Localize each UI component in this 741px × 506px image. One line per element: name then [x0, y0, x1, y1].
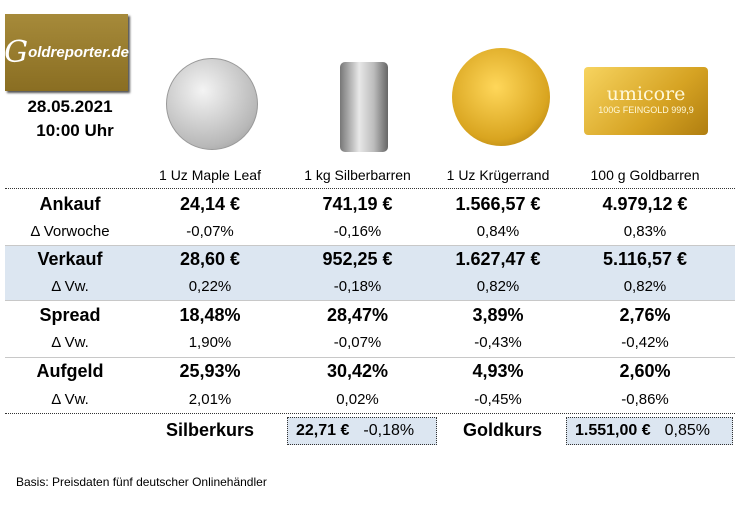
cell-value: 952,25 €: [322, 249, 393, 269]
cell-value: 0,22%: [188, 278, 232, 295]
gold-bar-text: 100G FEINGOLD 999,9: [598, 105, 694, 115]
product-header: 1 kg Silberbarren: [304, 167, 411, 183]
table-row: Δ Vw. 2,01% 0,02% -0,45% -0,86%: [0, 386, 741, 414]
cell-value: 28,60 €: [179, 249, 241, 269]
silver-price-label: Silberkurs: [165, 420, 255, 440]
gold-price: 1.551,00 €: [575, 422, 651, 439]
gold-bar-brand: umicore: [606, 83, 686, 105]
silver-bar-image: [340, 62, 388, 152]
cell-value: 24,14 €: [179, 194, 241, 214]
cell-value: -0,45%: [474, 391, 522, 408]
product-header: 1 Uz Maple Leaf: [159, 167, 261, 183]
cell-value: -0,42%: [621, 334, 669, 351]
cell-value: 2,60%: [619, 361, 671, 381]
cell-value: 3,89%: [472, 305, 524, 325]
row-label: Δ Vorwoche: [30, 223, 110, 240]
cell-value: 5.116,57 €: [602, 249, 688, 269]
divider: [5, 188, 735, 189]
cell-value: -0,07%: [186, 223, 234, 240]
cell-value: 1.627,47 €: [455, 249, 541, 269]
cell-value: -0,18%: [333, 278, 382, 295]
table-row: Δ Vw. 1,90% -0,07% -0,43% -0,42%: [0, 329, 741, 357]
row-label: Δ Vw.: [51, 278, 89, 295]
footnote: Basis: Preisdaten fünf deutscher Onlineh…: [16, 475, 267, 489]
cell-value: 2,01%: [188, 391, 232, 408]
product-header: 1 Uz Krügerrand: [446, 167, 550, 183]
gold-price-label: Goldkurs: [462, 420, 542, 440]
cell-value: -0,16%: [333, 223, 382, 240]
cell-value: 2,76%: [619, 305, 671, 325]
kruegerrand-coin-image: [452, 48, 550, 146]
product-header: 100 g Goldbarren: [590, 167, 700, 183]
cell-value: 0,02%: [336, 391, 379, 408]
cell-value: 0,83%: [623, 223, 667, 240]
maple-leaf-coin-image: [166, 58, 258, 150]
cell-value: 0,82%: [476, 278, 520, 295]
gold-bar-image: umicore 100G FEINGOLD 999,9: [584, 67, 708, 135]
silver-price-box: 22,71 € -0,18%: [287, 417, 437, 445]
silver-price: 22,71 €: [296, 422, 350, 439]
table-row: Δ Vw. 0,22% -0,18% 0,82% 0,82%: [0, 273, 741, 301]
table-row: Aufgeld 25,93% 30,42% 4,93% 2,60%: [0, 358, 741, 386]
divider: [5, 300, 735, 301]
cell-value: -0,86%: [621, 391, 669, 408]
cell-value: 1,90%: [188, 334, 232, 351]
cell-value: -0,43%: [474, 334, 522, 351]
table-row: Verkauf 28,60 € 952,25 € 1.627,47 € 5.116,57…: [0, 246, 741, 274]
gold-change: 0,85%: [664, 422, 710, 439]
table-row: Spread 18,48% 28,47% 3,89% 2,76%: [0, 302, 741, 330]
row-label: Δ Vw.: [51, 391, 89, 408]
verkauf-highlight: [5, 246, 735, 300]
cell-value: 18,48%: [179, 305, 241, 325]
cell-value: 4.979,12 €: [602, 194, 688, 214]
divider: [5, 245, 735, 246]
cell-value: 25,93%: [179, 361, 241, 381]
date: 28.05.2021: [27, 97, 113, 116]
table-row: Δ Vorwoche -0,07% -0,16% 0,84% 0,83%: [0, 218, 741, 246]
row-label: Δ Vw.: [51, 334, 89, 351]
row-label: Spread: [39, 305, 101, 325]
cell-value: 4,93%: [472, 361, 524, 381]
cell-value: 741,19 €: [322, 194, 393, 214]
cell-value: 1.566,57 €: [455, 194, 541, 214]
row-label: Ankauf: [39, 194, 101, 214]
cell-value: 0,82%: [623, 278, 667, 295]
silver-change: -0,18%: [363, 422, 415, 439]
cell-value: 30,42%: [326, 361, 389, 381]
divider: [5, 357, 735, 358]
gold-price-box: 1.551,00 € 0,85%: [566, 417, 733, 445]
time: 10:00 Uhr: [36, 121, 114, 140]
table-row: Ankauf 24,14 € 741,19 € 1.566,57 € 4.979,12 …: [0, 191, 741, 219]
row-label: Aufgeld: [36, 361, 104, 381]
cell-value: 28,47%: [326, 305, 389, 325]
cell-value: 0,84%: [476, 223, 520, 240]
divider: [5, 413, 735, 414]
row-label: Verkauf: [37, 249, 103, 269]
cell-value: -0,07%: [333, 334, 382, 351]
